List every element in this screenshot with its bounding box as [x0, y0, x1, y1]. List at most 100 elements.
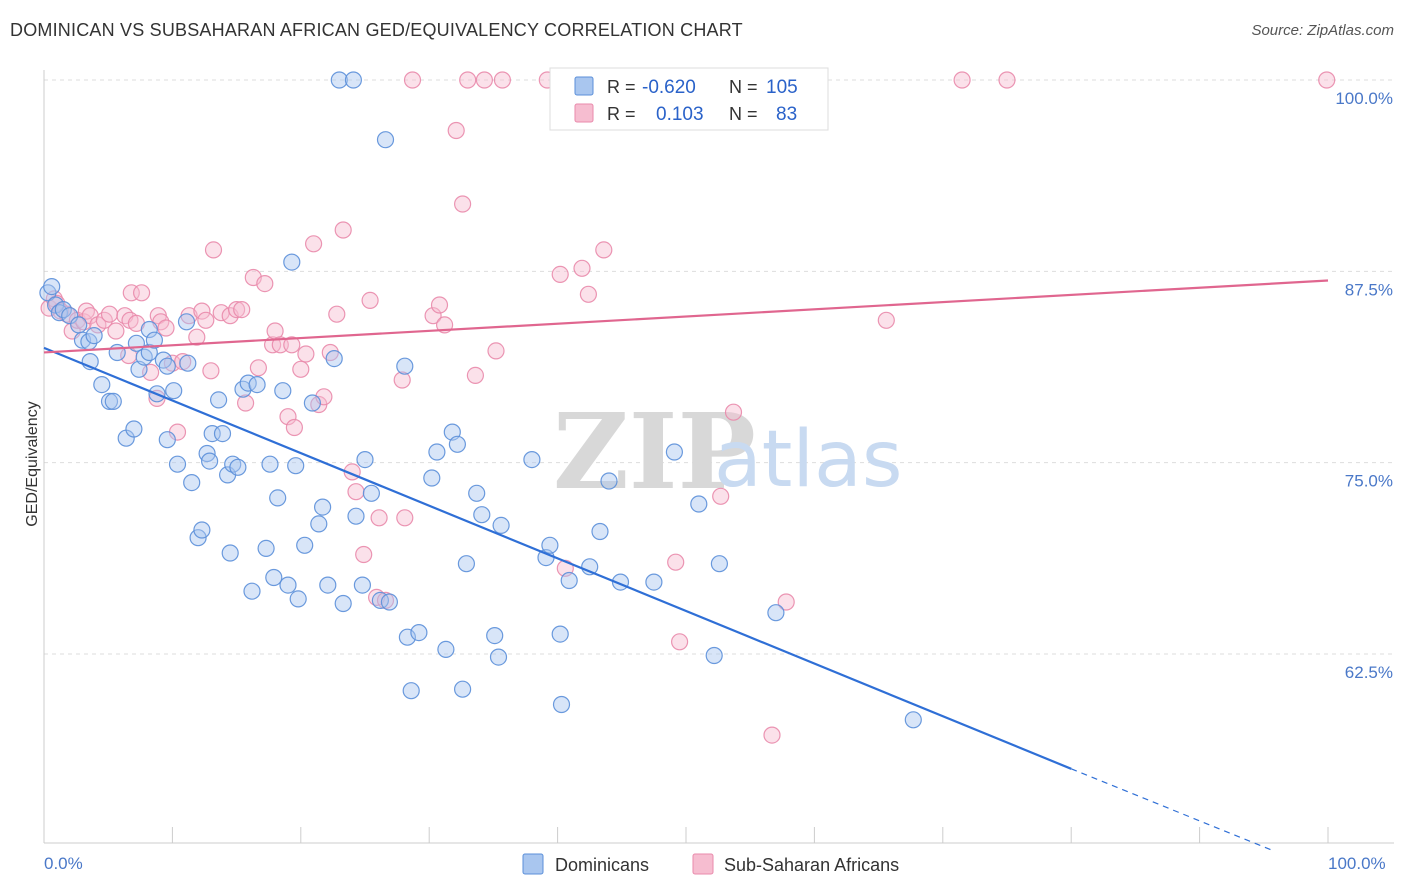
- point-dominicans: [319, 576, 337, 594]
- point-sub-saharan-africans: [292, 360, 310, 378]
- point-sub-saharan-africans: [355, 545, 373, 564]
- point-dominicans: [334, 594, 352, 613]
- y-tick-label: 87.5%: [1345, 280, 1393, 299]
- point-dominicans: [279, 576, 297, 594]
- point-sub-saharan-africans: [107, 322, 125, 340]
- point-dominicans: [158, 357, 176, 375]
- watermark: ZIP atlas: [553, 390, 903, 513]
- point-sub-saharan-africans: [459, 71, 477, 89]
- point-dominicans: [347, 507, 365, 525]
- point-sub-saharan-africans: [573, 259, 591, 277]
- point-dominicans: [239, 374, 257, 392]
- point-sub-saharan-africans: [998, 71, 1016, 89]
- y-tick-labels: 62.5% 75.0% 87.5% 100.0%: [1335, 89, 1393, 682]
- point-dominicans: [356, 451, 374, 469]
- point-dominicans: [541, 536, 559, 554]
- point-sub-saharan-africans: [75, 313, 93, 331]
- x-ticks: [43, 827, 1329, 843]
- point-dominicans: [904, 711, 922, 729]
- x-tick-label-max: 100.0%: [1328, 854, 1386, 873]
- point-sub-saharan-africans: [188, 328, 206, 346]
- point-dominicans: [221, 544, 239, 562]
- point-dominicans: [492, 516, 510, 535]
- point-dominicans: [140, 320, 158, 339]
- point-dominicans: [396, 357, 414, 375]
- point-dominicans: [376, 131, 395, 149]
- point-dominicans: [168, 455, 187, 473]
- point-dominicans: [454, 680, 472, 698]
- point-sub-saharan-africans: [712, 487, 730, 505]
- point-dominicans: [380, 593, 398, 611]
- y-tick-label: 75.0%: [1345, 472, 1393, 491]
- point-dominicans: [224, 455, 242, 473]
- point-dominicans: [43, 278, 61, 296]
- point-sub-saharan-africans: [447, 121, 465, 140]
- point-sub-saharan-africans: [595, 241, 613, 259]
- bottom-legend-swatch-dominicans: [522, 853, 544, 875]
- point-sub-saharan-africans: [334, 221, 352, 239]
- point-sub-saharan-africans: [424, 307, 442, 325]
- point-dominicans: [591, 522, 609, 541]
- legend-r-value-2: 0.103: [656, 104, 704, 125]
- point-sub-saharan-africans: [579, 285, 598, 303]
- legend-r-value-1: -0.620: [642, 77, 696, 98]
- point-sub-saharan-africans: [233, 301, 251, 319]
- point-dominicans: [551, 625, 569, 643]
- point-sub-saharan-africans: [396, 509, 414, 527]
- point-dominicans: [229, 458, 247, 476]
- point-dominicans: [457, 555, 475, 573]
- axes: [43, 70, 1394, 844]
- point-sub-saharan-africans: [953, 71, 971, 89]
- point-dominicans: [179, 354, 197, 372]
- legend: R = -0.620 N = 105 R = 0.103 N = 83: [549, 67, 829, 131]
- point-sub-saharan-africans: [283, 336, 301, 354]
- point-dominicans: [448, 435, 466, 453]
- point-dominicans: [248, 376, 266, 394]
- point-dominicans: [274, 382, 292, 400]
- point-sub-saharan-africans: [430, 296, 449, 314]
- point-sub-saharan-africans: [228, 301, 246, 319]
- point-dominicans: [125, 420, 143, 438]
- bottom-legend-swatch-sub-saharan-africans: [692, 853, 714, 875]
- point-sub-saharan-africans: [1318, 71, 1336, 89]
- point-sub-saharan-africans: [157, 319, 175, 337]
- point-dominicans: [486, 626, 504, 645]
- point-sub-saharan-africans: [237, 394, 255, 412]
- point-sub-saharan-africans: [256, 275, 274, 293]
- point-dominicans: [283, 253, 301, 271]
- point-dominicans: [296, 536, 314, 554]
- point-sub-saharan-africans: [475, 71, 493, 89]
- point-sub-saharan-africans: [667, 553, 685, 571]
- point-dominicans: [289, 590, 307, 608]
- trend-line-dominicans-extension: [1070, 768, 1272, 851]
- point-dominicans: [104, 392, 122, 410]
- bottom-legend: Dominicans Sub-Saharan Africans: [522, 853, 899, 875]
- point-sub-saharan-africans: [133, 284, 151, 302]
- point-dominicans: [314, 498, 332, 516]
- point-dominicans: [489, 648, 508, 666]
- point-dominicans: [428, 443, 446, 461]
- point-dominicans: [645, 573, 663, 591]
- point-dominicans: [243, 582, 261, 600]
- point-dominicans: [108, 343, 126, 362]
- point-sub-saharan-africans: [202, 362, 220, 380]
- point-dominicans: [767, 604, 785, 622]
- point-dominicans: [165, 382, 183, 400]
- legend-n-label-2: N =: [729, 104, 758, 124]
- point-dominicans: [353, 576, 371, 594]
- point-dominicans: [310, 515, 328, 533]
- point-dominicans: [410, 623, 428, 642]
- point-dominicans: [325, 350, 343, 368]
- point-sub-saharan-africans: [670, 633, 689, 651]
- point-dominicans: [269, 489, 287, 507]
- chart-title: DOMINICAN VS SUBSAHARAN AFRICAN GED/EQUI…: [10, 20, 743, 40]
- point-sub-saharan-africans: [297, 345, 315, 363]
- point-sub-saharan-africans: [877, 311, 895, 329]
- point-dominicans: [402, 682, 420, 700]
- bottom-legend-label-sub-saharan-africans: Sub-Saharan Africans: [724, 855, 899, 875]
- point-dominicans: [665, 443, 684, 461]
- series-dominicans: [39, 71, 922, 729]
- point-dominicans: [61, 307, 79, 325]
- trend-line-dominicans: [43, 346, 1072, 770]
